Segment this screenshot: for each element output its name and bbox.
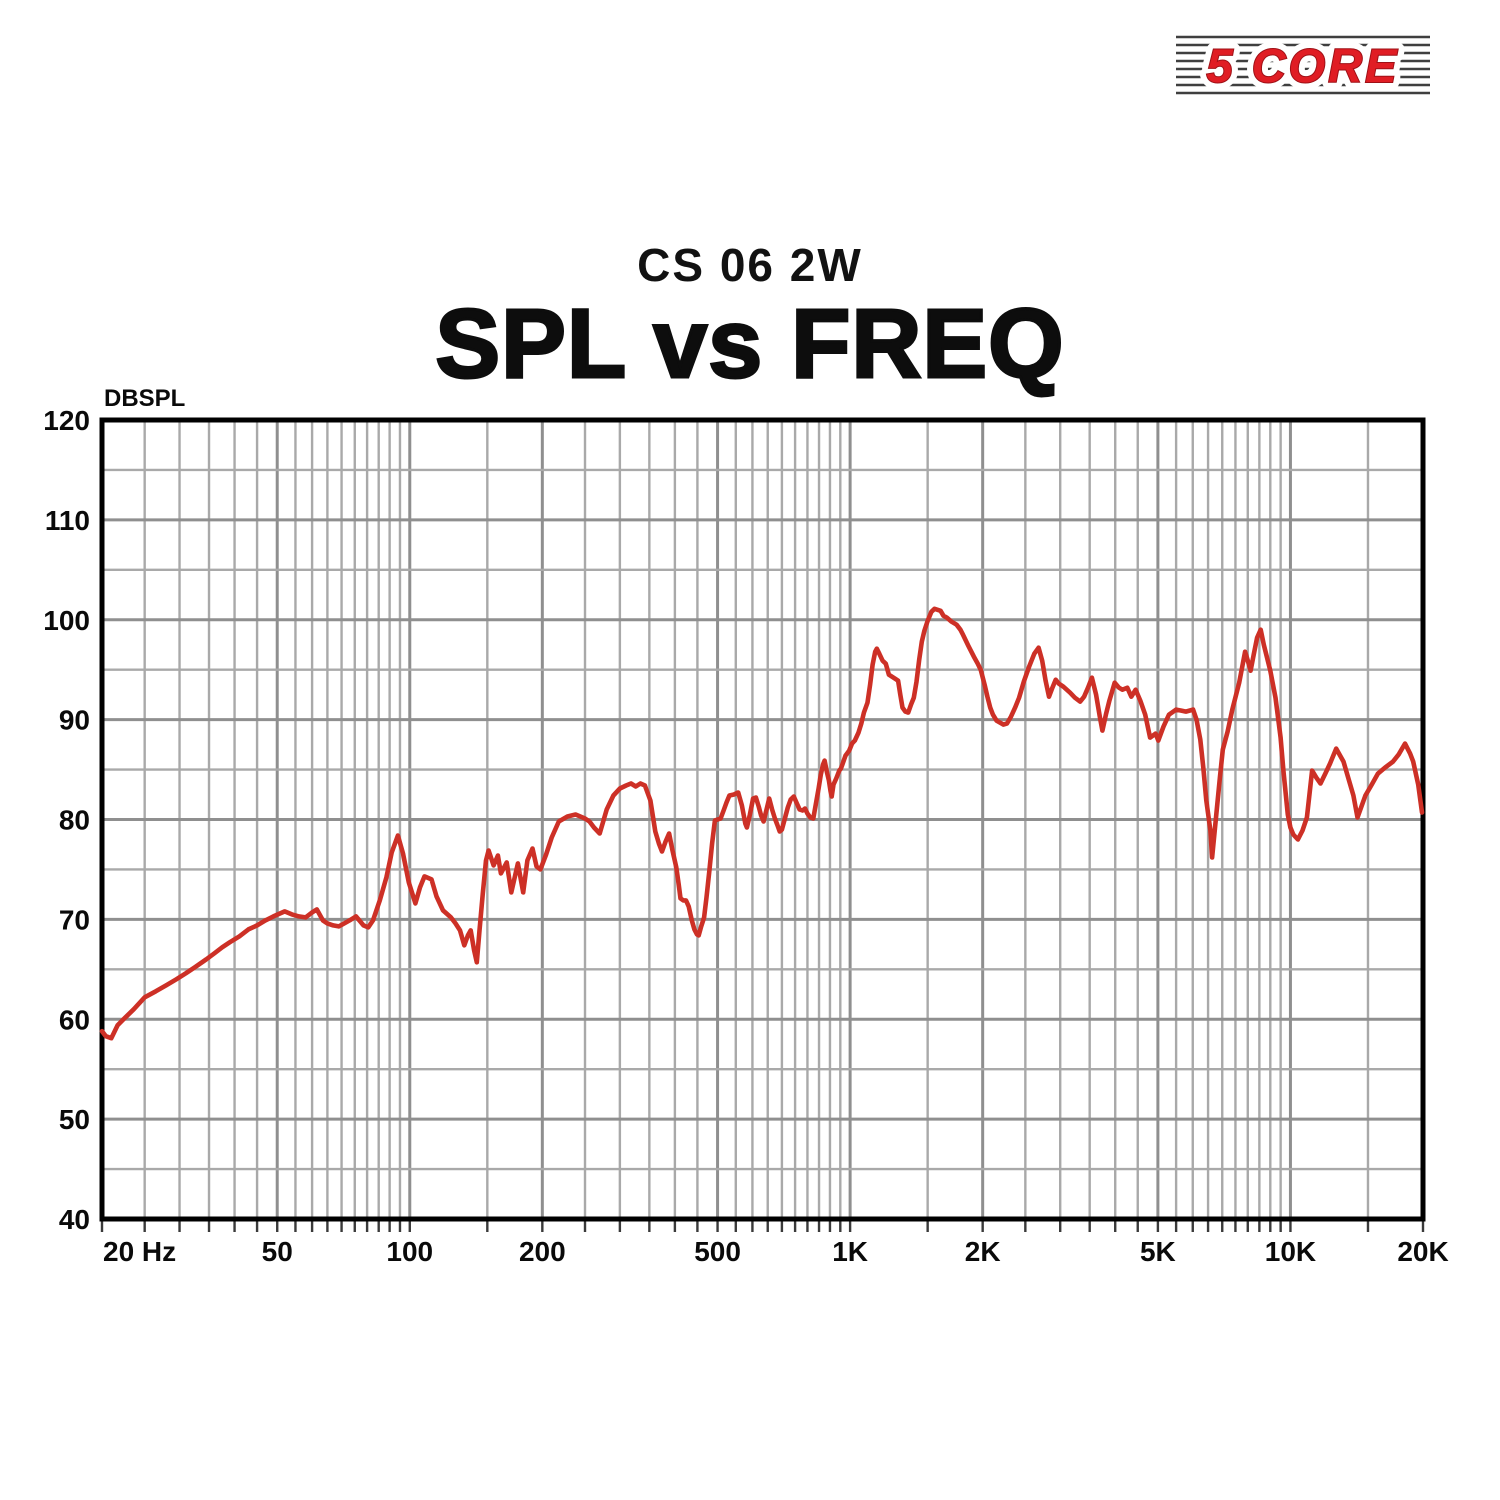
x-tick-label: 20K <box>1397 1236 1448 1267</box>
y-tick-label: 60 <box>59 1004 90 1035</box>
x-tick-label: 20 Hz <box>103 1236 176 1267</box>
x-tick-label: 500 <box>694 1236 741 1267</box>
x-tick-label: 5K <box>1140 1236 1176 1267</box>
x-tick-label: 200 <box>519 1236 566 1267</box>
x-tick-label: 10K <box>1265 1236 1316 1267</box>
y-tick-label: 40 <box>59 1204 90 1235</box>
pinstripes <box>1176 35 1430 95</box>
brand-text: 5 CORE <box>1207 39 1400 92</box>
y-tick-label: 90 <box>59 705 90 736</box>
x-tick-label: 100 <box>386 1236 433 1267</box>
plot-frame <box>99 417 1426 1222</box>
y-axis-unit-label: DBSPL <box>104 385 185 412</box>
x-tick-label: 2K <box>965 1236 1001 1267</box>
chart-subtitle: CS 06 2W <box>637 239 863 291</box>
spl-curve <box>99 606 1425 1041</box>
x-tick-label: 1K <box>832 1236 868 1267</box>
y-tick-label: 70 <box>59 904 90 935</box>
y-tick-label: 110 <box>45 505 90 536</box>
y-tick-label: 50 <box>59 1104 90 1135</box>
brand-logo: 5 CORE 5 CORE <box>1176 32 1430 99</box>
brand-halo: 5 CORE <box>1207 39 1400 92</box>
x-tick-label: 50 <box>262 1236 293 1267</box>
y-tick-label: 120 <box>43 405 90 436</box>
page-title: SPL vs FREQ <box>434 288 1065 400</box>
y-tick-label: 100 <box>43 605 90 636</box>
y-tick-label: 80 <box>59 805 90 836</box>
